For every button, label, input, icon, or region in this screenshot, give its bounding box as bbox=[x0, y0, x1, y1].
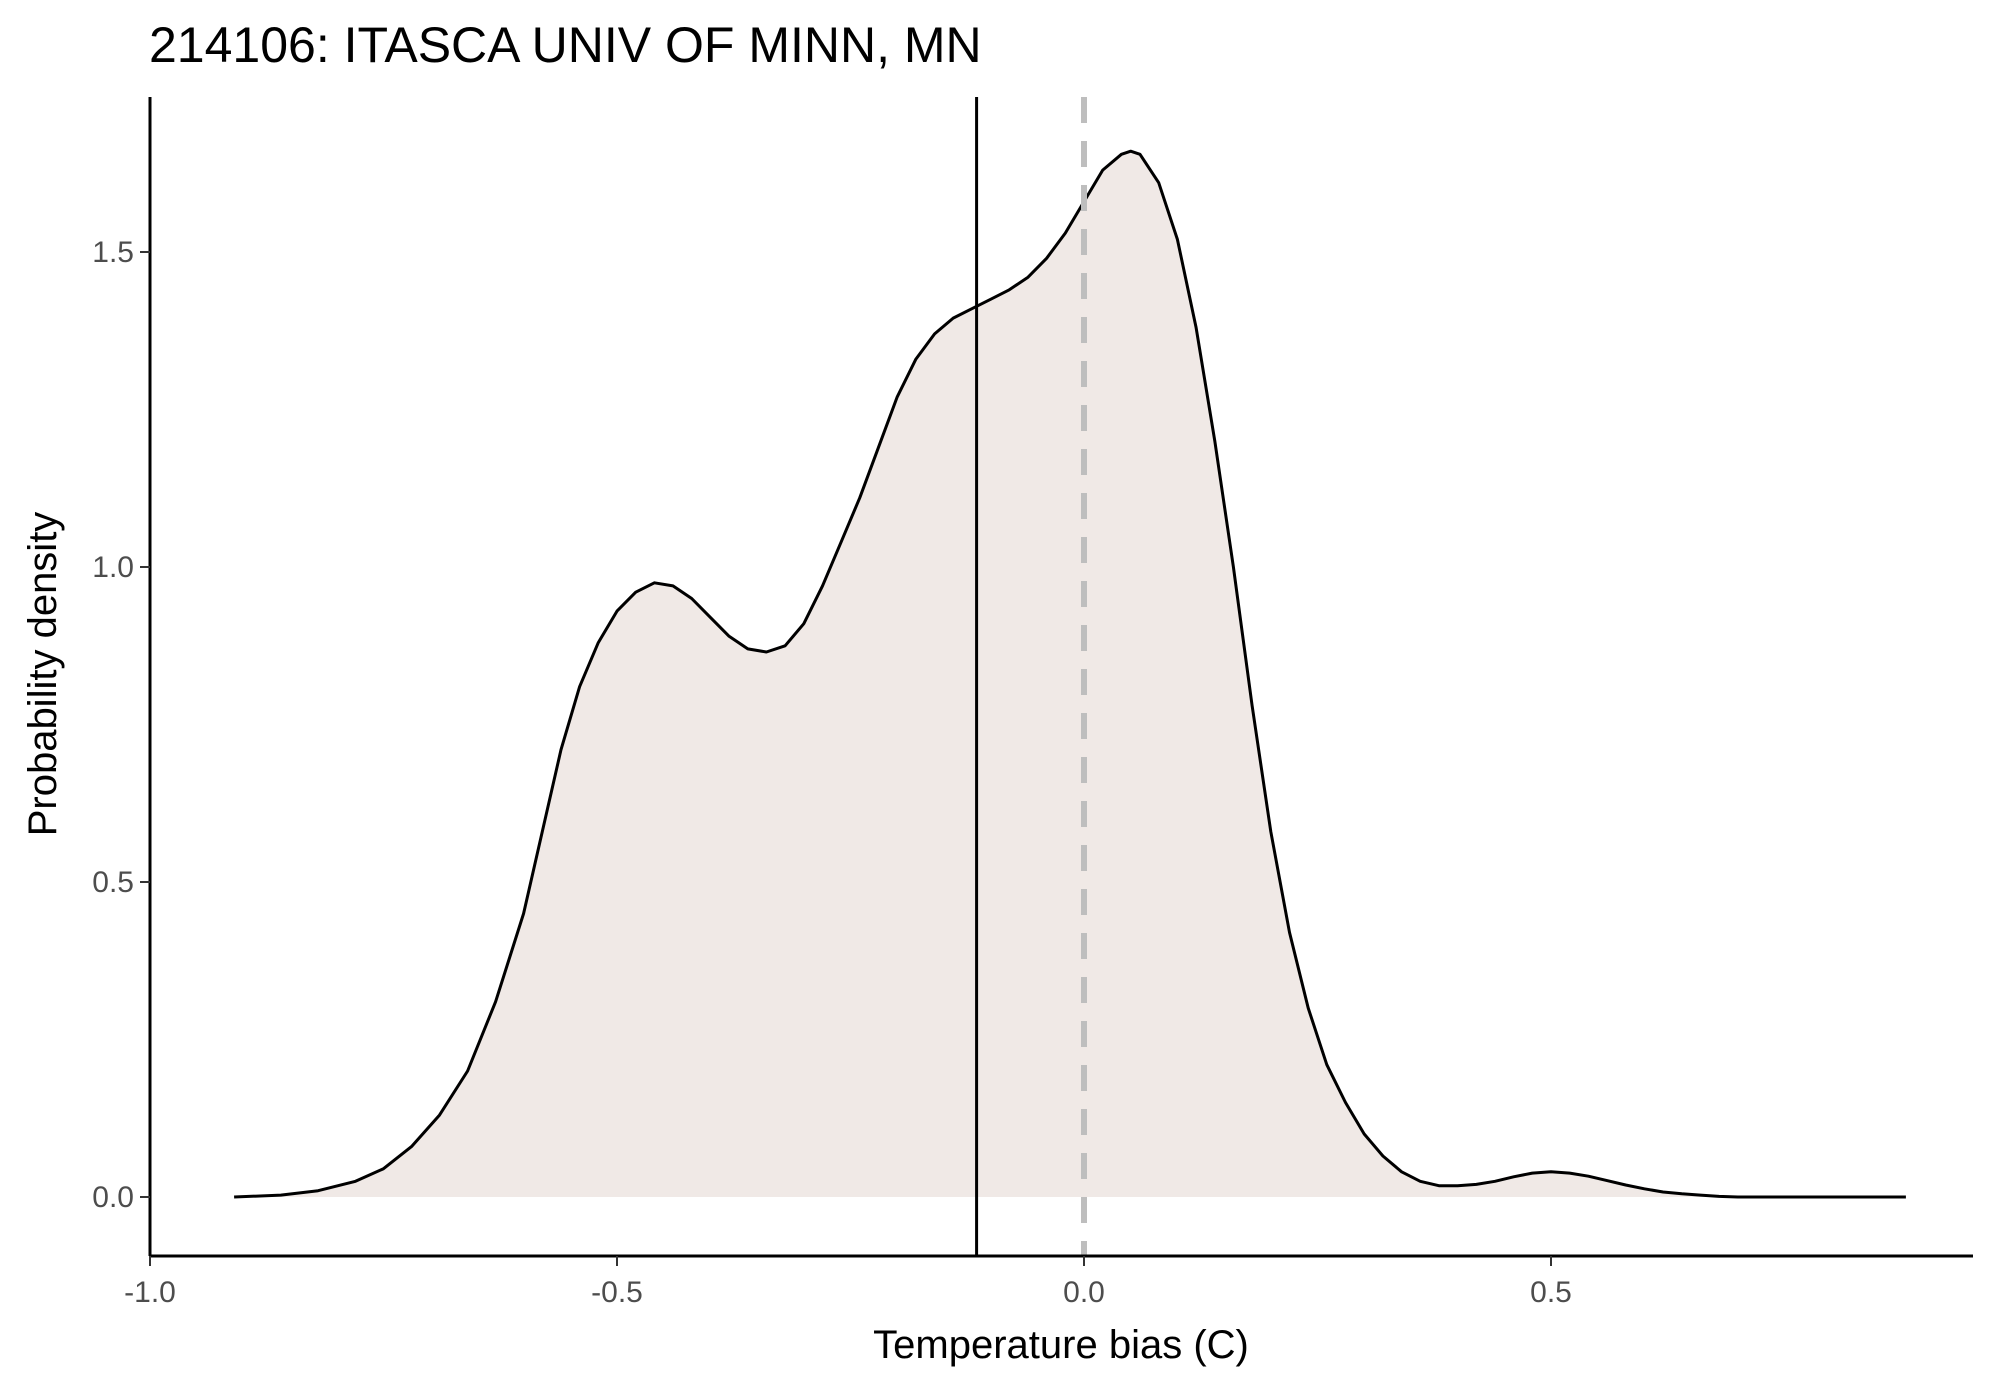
x-axis-title: Temperature bias (C) bbox=[873, 1323, 1249, 1367]
density-curve bbox=[234, 149, 1906, 1199]
x-tick-label: 0.0 bbox=[1063, 1276, 1105, 1309]
y-axis-title: Probability density bbox=[21, 512, 65, 837]
chart-title: 214106: ITASCA UNIV OF MINN, MN bbox=[149, 17, 982, 73]
x-tick-label: -1.0 bbox=[124, 1276, 176, 1309]
x-tick-label: 0.5 bbox=[1530, 1276, 1572, 1309]
x-tick-label: -0.5 bbox=[591, 1276, 643, 1309]
y-tick-label: 0.5 bbox=[92, 866, 134, 899]
plot-area bbox=[234, 97, 1906, 1256]
axis-ticks: -1.0 -0.5 0.0 0.5 0.0 0.5 1.0 1.5 bbox=[92, 236, 1572, 1309]
y-tick-label: 1.0 bbox=[92, 551, 134, 584]
y-tick-label: 0.0 bbox=[92, 1181, 134, 1214]
y-tick-label: 1.5 bbox=[92, 236, 134, 269]
axes bbox=[148, 97, 1973, 1258]
density-area-fill bbox=[234, 151, 1906, 1198]
